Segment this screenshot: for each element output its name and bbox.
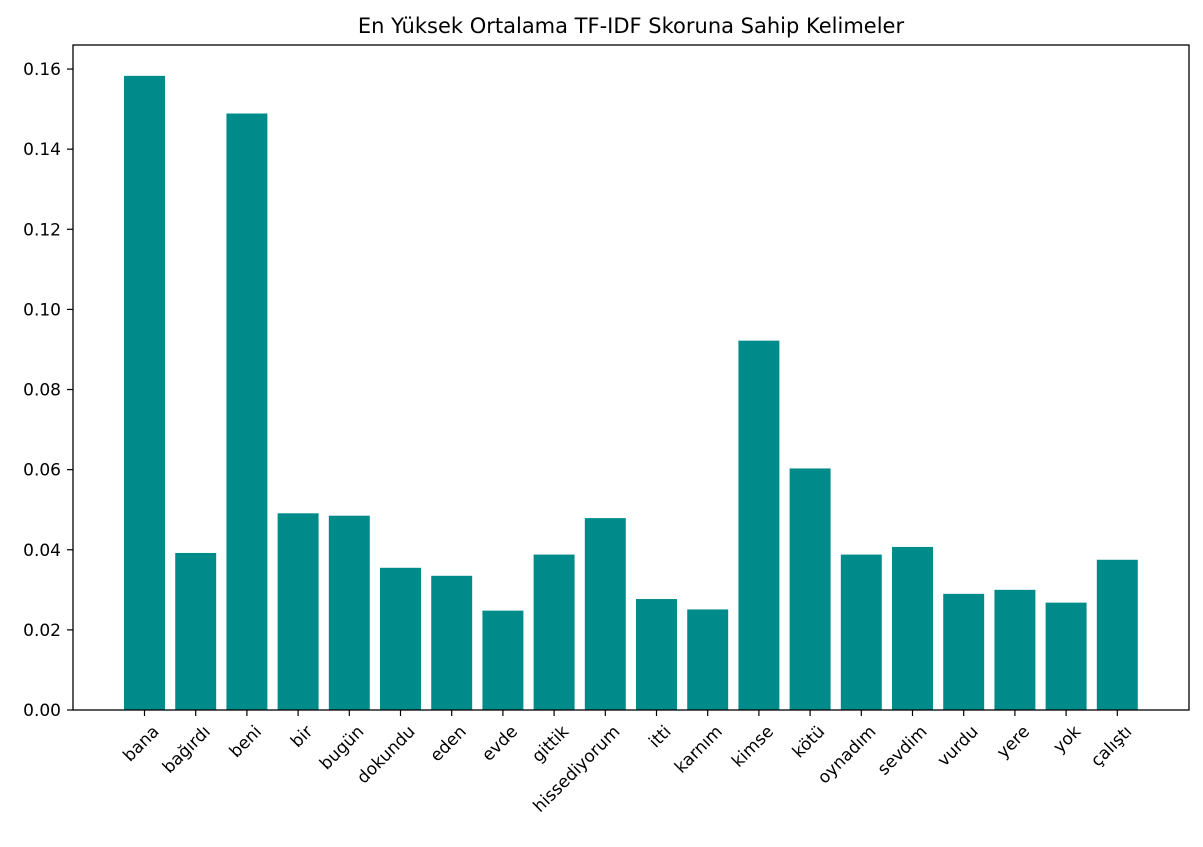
y-tick-label: 0.04: [23, 541, 61, 561]
bar-yok: [1045, 602, 1087, 710]
bar-bana: [124, 75, 165, 711]
x-tick-label: eden: [427, 722, 471, 766]
bar-bugün: [328, 515, 370, 710]
bars-group: [124, 75, 1138, 711]
x-tick-label: bana: [119, 722, 163, 766]
y-tick-label: 0.08: [23, 381, 61, 401]
bar-beni: [226, 113, 268, 710]
x-tick-label: itti: [645, 722, 675, 752]
x-tick-label: bir: [287, 722, 317, 752]
y-tick-label: 0.10: [23, 300, 61, 320]
bar-bağırdı: [175, 552, 217, 710]
bar-kötü: [789, 468, 831, 710]
bar-oynadım: [840, 554, 882, 710]
bar-gittik: [533, 554, 575, 710]
x-tick-label: bağırdı: [159, 722, 215, 778]
bar-yere: [994, 589, 1036, 710]
bar-çalıştı: [1096, 559, 1138, 710]
x-tick-label: kötü: [789, 722, 829, 762]
x-tick-label: yere: [993, 722, 1034, 763]
bar-karnım: [687, 609, 729, 710]
bar-dokundu: [380, 567, 421, 710]
x-tick-label: gittik: [528, 722, 573, 767]
y-axis: 0.00 0.02 0.04 0.06 0.08 0.10 0.12 0.14 0.16: [23, 60, 73, 721]
bar-hissediyorum: [584, 518, 626, 710]
y-tick-label: 0.06: [23, 461, 61, 481]
x-tick-label: yok: [1050, 722, 1086, 758]
x-tick-label: kimse: [728, 722, 778, 772]
x-tick-label: karnım: [671, 722, 727, 778]
x-tick-label: vurdu: [934, 722, 983, 771]
x-tick-label: sevdim: [874, 722, 932, 780]
bar-eden: [431, 575, 473, 710]
bar-bir: [277, 513, 319, 710]
bar-vurdu: [943, 593, 985, 710]
bar-kimse: [738, 340, 780, 710]
chart-title: En Yüksek Ortalama TF-IDF Skoruna Sahip …: [358, 14, 905, 38]
y-tick-label: 0.12: [23, 220, 61, 240]
x-tick-label: evde: [478, 722, 522, 766]
y-tick-label: 0.14: [23, 140, 61, 160]
bar-sevdim: [892, 546, 933, 710]
bar-itti: [636, 599, 677, 710]
plot-frame: [72, 44, 1190, 711]
y-tick-label: 0.00: [23, 701, 61, 721]
x-tick-label: beni: [226, 722, 266, 762]
x-tick-label: çalıştı: [1087, 722, 1136, 771]
bar-evde: [482, 610, 524, 710]
y-tick-label: 0.16: [23, 60, 61, 80]
y-tick-label: 0.02: [23, 621, 61, 641]
